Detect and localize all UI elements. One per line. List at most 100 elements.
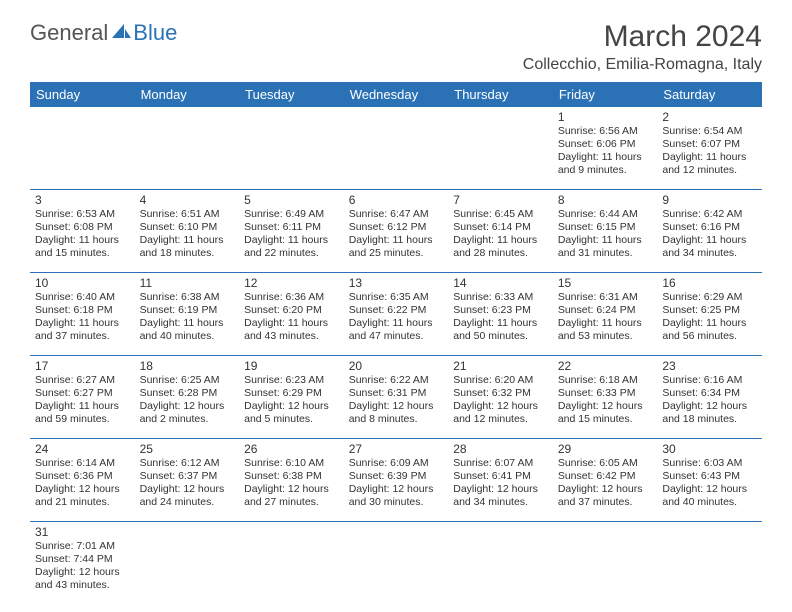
sunrise-text: Sunrise: 6:35 AM xyxy=(349,291,444,304)
day-sun-info: Sunrise: 6:09 AMSunset: 6:39 PMDaylight:… xyxy=(349,457,444,510)
calendar-day-cell: 10Sunrise: 6:40 AMSunset: 6:18 PMDayligh… xyxy=(30,273,135,356)
sunset-text: Sunset: 6:08 PM xyxy=(35,221,130,234)
sunset-text: Sunset: 6:36 PM xyxy=(35,470,130,483)
day-sun-info: Sunrise: 6:03 AMSunset: 6:43 PMDaylight:… xyxy=(662,457,757,510)
sunset-text: Sunset: 6:42 PM xyxy=(558,470,653,483)
calendar-week-row: 10Sunrise: 6:40 AMSunset: 6:18 PMDayligh… xyxy=(30,273,762,356)
sunset-text: Sunset: 6:22 PM xyxy=(349,304,444,317)
day-number: 28 xyxy=(453,442,548,456)
day-number: 2 xyxy=(662,110,757,124)
day-number: 1 xyxy=(558,110,653,124)
header: General Blue March 2024 Collecchio, Emil… xyxy=(30,20,762,74)
day-number: 8 xyxy=(558,193,653,207)
calendar-empty-cell xyxy=(553,522,658,605)
day-sun-info: Sunrise: 6:42 AMSunset: 6:16 PMDaylight:… xyxy=(662,208,757,261)
sunset-text: Sunset: 6:12 PM xyxy=(349,221,444,234)
daylight-text: Daylight: 11 hours and 31 minutes. xyxy=(558,234,653,260)
day-number: 12 xyxy=(244,276,339,290)
daylight-text: Daylight: 12 hours and 24 minutes. xyxy=(140,483,235,509)
sunrise-text: Sunrise: 6:54 AM xyxy=(662,125,757,138)
sunset-text: Sunset: 6:31 PM xyxy=(349,387,444,400)
day-sun-info: Sunrise: 6:56 AMSunset: 6:06 PMDaylight:… xyxy=(558,125,653,178)
weekday-header: Saturday xyxy=(657,82,762,107)
sunset-text: Sunset: 6:28 PM xyxy=(140,387,235,400)
sunset-text: Sunset: 6:29 PM xyxy=(244,387,339,400)
daylight-text: Daylight: 11 hours and 34 minutes. xyxy=(662,234,757,260)
weekday-header: Tuesday xyxy=(239,82,344,107)
daylight-text: Daylight: 12 hours and 15 minutes. xyxy=(558,400,653,426)
sunset-text: Sunset: 6:34 PM xyxy=(662,387,757,400)
daylight-text: Daylight: 12 hours and 27 minutes. xyxy=(244,483,339,509)
day-sun-info: Sunrise: 6:10 AMSunset: 6:38 PMDaylight:… xyxy=(244,457,339,510)
calendar-body: 1Sunrise: 6:56 AMSunset: 6:06 PMDaylight… xyxy=(30,107,762,604)
calendar-empty-cell xyxy=(135,522,240,605)
calendar-day-cell: 20Sunrise: 6:22 AMSunset: 6:31 PMDayligh… xyxy=(344,356,449,439)
calendar-day-cell: 14Sunrise: 6:33 AMSunset: 6:23 PMDayligh… xyxy=(448,273,553,356)
daylight-text: Daylight: 11 hours and 37 minutes. xyxy=(35,317,130,343)
calendar-day-cell: 3Sunrise: 6:53 AMSunset: 6:08 PMDaylight… xyxy=(30,190,135,273)
day-number: 22 xyxy=(558,359,653,373)
month-title: March 2024 xyxy=(523,20,762,54)
sunset-text: Sunset: 6:16 PM xyxy=(662,221,757,234)
calendar-day-cell: 23Sunrise: 6:16 AMSunset: 6:34 PMDayligh… xyxy=(657,356,762,439)
sunrise-text: Sunrise: 6:53 AM xyxy=(35,208,130,221)
sunset-text: Sunset: 6:33 PM xyxy=(558,387,653,400)
sunrise-text: Sunrise: 6:20 AM xyxy=(453,374,548,387)
daylight-text: Daylight: 11 hours and 22 minutes. xyxy=(244,234,339,260)
calendar-day-cell: 24Sunrise: 6:14 AMSunset: 6:36 PMDayligh… xyxy=(30,439,135,522)
calendar-empty-cell xyxy=(239,522,344,605)
day-number: 19 xyxy=(244,359,339,373)
calendar-day-cell: 7Sunrise: 6:45 AMSunset: 6:14 PMDaylight… xyxy=(448,190,553,273)
calendar-day-cell: 25Sunrise: 6:12 AMSunset: 6:37 PMDayligh… xyxy=(135,439,240,522)
sunrise-text: Sunrise: 6:42 AM xyxy=(662,208,757,221)
calendar-day-cell: 18Sunrise: 6:25 AMSunset: 6:28 PMDayligh… xyxy=(135,356,240,439)
day-number: 23 xyxy=(662,359,757,373)
calendar-day-cell: 6Sunrise: 6:47 AMSunset: 6:12 PMDaylight… xyxy=(344,190,449,273)
day-number: 9 xyxy=(662,193,757,207)
sunset-text: Sunset: 6:19 PM xyxy=(140,304,235,317)
calendar-day-cell: 30Sunrise: 6:03 AMSunset: 6:43 PMDayligh… xyxy=(657,439,762,522)
calendar-day-cell: 26Sunrise: 6:10 AMSunset: 6:38 PMDayligh… xyxy=(239,439,344,522)
day-sun-info: Sunrise: 6:27 AMSunset: 6:27 PMDaylight:… xyxy=(35,374,130,427)
day-sun-info: Sunrise: 6:07 AMSunset: 6:41 PMDaylight:… xyxy=(453,457,548,510)
day-number: 6 xyxy=(349,193,444,207)
sunset-text: Sunset: 6:07 PM xyxy=(662,138,757,151)
day-number: 10 xyxy=(35,276,130,290)
daylight-text: Daylight: 11 hours and 47 minutes. xyxy=(349,317,444,343)
day-sun-info: Sunrise: 6:22 AMSunset: 6:31 PMDaylight:… xyxy=(349,374,444,427)
day-number: 7 xyxy=(453,193,548,207)
sunrise-text: Sunrise: 6:56 AM xyxy=(558,125,653,138)
sunset-text: Sunset: 6:10 PM xyxy=(140,221,235,234)
day-number: 31 xyxy=(35,525,130,539)
sunrise-text: Sunrise: 6:40 AM xyxy=(35,291,130,304)
daylight-text: Daylight: 11 hours and 9 minutes. xyxy=(558,151,653,177)
sunrise-text: Sunrise: 6:22 AM xyxy=(349,374,444,387)
daylight-text: Daylight: 12 hours and 37 minutes. xyxy=(558,483,653,509)
sunset-text: Sunset: 6:41 PM xyxy=(453,470,548,483)
day-number: 17 xyxy=(35,359,130,373)
daylight-text: Daylight: 12 hours and 12 minutes. xyxy=(453,400,548,426)
sunrise-text: Sunrise: 6:14 AM xyxy=(35,457,130,470)
day-sun-info: Sunrise: 6:20 AMSunset: 6:32 PMDaylight:… xyxy=(453,374,548,427)
sunset-text: Sunset: 6:24 PM xyxy=(558,304,653,317)
calendar-day-cell: 15Sunrise: 6:31 AMSunset: 6:24 PMDayligh… xyxy=(553,273,658,356)
day-number: 24 xyxy=(35,442,130,456)
calendar-day-cell: 13Sunrise: 6:35 AMSunset: 6:22 PMDayligh… xyxy=(344,273,449,356)
sunset-text: Sunset: 6:38 PM xyxy=(244,470,339,483)
sunrise-text: Sunrise: 6:05 AM xyxy=(558,457,653,470)
calendar-day-cell: 31Sunrise: 7:01 AMSunset: 7:44 PMDayligh… xyxy=(30,522,135,605)
day-sun-info: Sunrise: 6:44 AMSunset: 6:15 PMDaylight:… xyxy=(558,208,653,261)
sunset-text: Sunset: 6:11 PM xyxy=(244,221,339,234)
calendar-day-cell: 9Sunrise: 6:42 AMSunset: 6:16 PMDaylight… xyxy=(657,190,762,273)
sunrise-text: Sunrise: 6:23 AM xyxy=(244,374,339,387)
sunset-text: Sunset: 6:43 PM xyxy=(662,470,757,483)
sunset-text: Sunset: 6:15 PM xyxy=(558,221,653,234)
weekday-header: Monday xyxy=(135,82,240,107)
sunrise-text: Sunrise: 6:45 AM xyxy=(453,208,548,221)
daylight-text: Daylight: 11 hours and 59 minutes. xyxy=(35,400,130,426)
day-sun-info: Sunrise: 6:05 AMSunset: 6:42 PMDaylight:… xyxy=(558,457,653,510)
calendar-empty-cell xyxy=(30,107,135,190)
day-number: 3 xyxy=(35,193,130,207)
daylight-text: Daylight: 11 hours and 56 minutes. xyxy=(662,317,757,343)
sunrise-text: Sunrise: 6:51 AM xyxy=(140,208,235,221)
